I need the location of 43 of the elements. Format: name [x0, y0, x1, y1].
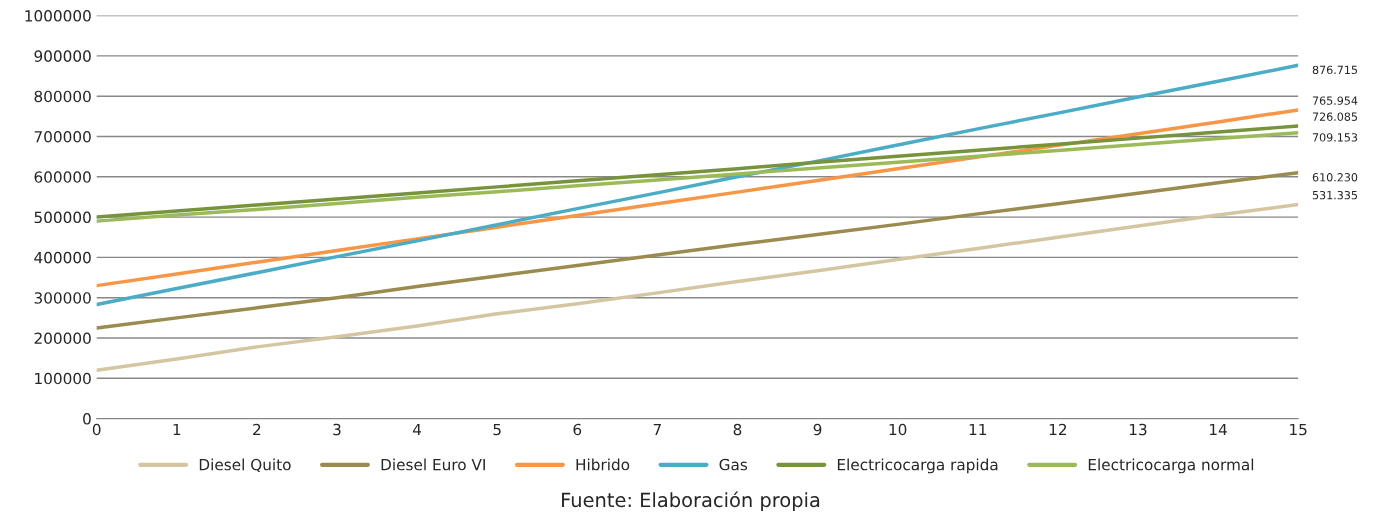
data-label: 610.230	[1312, 173, 1358, 182]
line-series	[96, 170, 1299, 330]
x-tick-label: 11	[969, 423, 987, 436]
x-tick-label: 3	[333, 423, 341, 436]
x-tick-label: 15	[1290, 423, 1307, 436]
x-tick-label: 8	[733, 423, 742, 436]
source-note: Fuente: Elaboración propia	[562, 491, 820, 512]
x-tick-label: 4	[412, 423, 422, 436]
x-tick-label: 1	[173, 423, 181, 436]
x-tick-label: 2	[253, 423, 261, 436]
legend-label: Hibrido	[576, 458, 630, 471]
x-tick-label: 6	[573, 423, 582, 436]
data-label: 531.335	[1312, 190, 1358, 200]
x-tick-label: 12	[1049, 423, 1067, 436]
data-label: 765.954	[1312, 96, 1358, 105]
y-tick-label: 1000000	[25, 10, 91, 22]
y-tick-label: 600000	[34, 171, 91, 183]
data-label: 709.153	[1312, 133, 1358, 142]
x-tick-label: 5	[493, 423, 501, 436]
y-tick-label: 100000	[35, 372, 91, 385]
legend-label: Diesel Quito	[199, 458, 291, 473]
x-tick-label: 0	[92, 423, 101, 436]
x-tick-label: 7	[653, 423, 661, 436]
y-tick-label: 400000	[34, 251, 91, 264]
y-tick-label: 500000	[34, 211, 91, 224]
line-series	[96, 202, 1299, 372]
legend-label: Electricocarga normal	[1088, 458, 1254, 474]
x-tick-label: 10	[889, 423, 907, 436]
y-tick-label: 800000	[34, 90, 91, 103]
data-label: 726.085	[1312, 112, 1358, 121]
x-tick-label: 13	[1129, 423, 1147, 436]
y-tick-label: 300000	[34, 292, 91, 304]
line-series	[96, 63, 1299, 307]
y-tick-label: 700000	[34, 130, 91, 143]
legend-label: Electricocarga rapida	[837, 458, 998, 474]
legend-label: Gas	[719, 458, 748, 471]
y-tick-label: 200000	[34, 332, 91, 345]
x-tick-label: 14	[1210, 423, 1227, 436]
data-label: 876.715	[1312, 65, 1358, 75]
x-tick-label: 9	[813, 423, 822, 436]
legend-label: Diesel Euro VI	[381, 458, 485, 471]
y-tick-label: 0	[83, 413, 91, 425]
y-tick-label: 900000	[34, 50, 91, 62]
